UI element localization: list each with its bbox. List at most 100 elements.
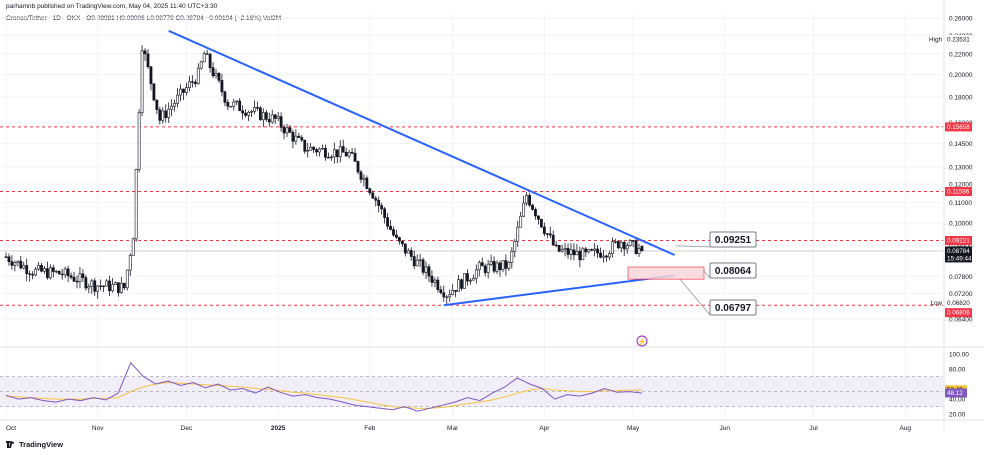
- candle-down: [344, 151, 348, 157]
- candle-down: [534, 209, 537, 217]
- price-axis[interactable]: 0.260000.240000.220000.200000.180000.160…: [929, 0, 973, 430]
- candle-up: [563, 248, 567, 251]
- candle-up: [22, 265, 26, 269]
- candle-up: [196, 67, 200, 85]
- candle-up: [362, 177, 366, 180]
- candle-down: [631, 240, 635, 242]
- annotations[interactable]: 0.09251 0.08064 0.06797 ⚡: [627, 231, 757, 347]
- candle-up: [318, 148, 321, 153]
- candle-down: [108, 280, 111, 292]
- candle-up: [261, 112, 265, 121]
- candle-down: [241, 110, 245, 114]
- time-tick: May: [627, 425, 640, 432]
- candle-up: [575, 251, 579, 256]
- candle-up: [415, 259, 419, 267]
- candle-up: [285, 127, 289, 134]
- time-axis[interactable]: Oct Nov Dec 2025 Feb Mar Apr May Jun Jul Aug: [0, 419, 984, 432]
- candle-down: [155, 99, 159, 110]
- candle-down: [640, 245, 644, 252]
- candle-down: [590, 249, 594, 251]
- price-tag-value: 0.06806: [947, 310, 970, 317]
- candle-up: [469, 279, 472, 282]
- candle-down: [442, 292, 446, 298]
- price-tick: 0.07800: [949, 274, 973, 281]
- candle-down: [282, 127, 286, 134]
- candle-down: [409, 250, 413, 257]
- candle-up: [176, 94, 179, 104]
- trendline[interactable]: [168, 29, 675, 256]
- candle-up: [486, 263, 490, 273]
- rsi-tick: 40.00: [949, 397, 966, 404]
- candle-down: [542, 226, 546, 234]
- candle-up: [276, 116, 280, 119]
- candle-down: [528, 195, 531, 206]
- time-tick: Dec: [181, 425, 193, 432]
- candle-down: [335, 149, 339, 157]
- candle-down: [374, 197, 378, 201]
- candle-down: [19, 260, 23, 269]
- price-tag-value: 0.09221: [947, 238, 970, 245]
- price-tag-value: 0.08784: [947, 248, 970, 255]
- candle-up: [247, 111, 250, 116]
- candle-down: [84, 277, 88, 289]
- candle-up: [125, 269, 129, 289]
- candle-up: [202, 53, 206, 63]
- candle-down: [256, 107, 259, 109]
- time-tick: Aug: [899, 425, 911, 432]
- candle-up: [433, 279, 437, 283]
- candle-down: [596, 248, 600, 254]
- candle-up: [608, 253, 611, 258]
- rsi-ma-line: [5, 381, 642, 409]
- candle-down: [143, 50, 147, 55]
- candle-down: [483, 265, 487, 273]
- candle-down: [350, 152, 354, 154]
- trendline[interactable]: [443, 274, 675, 307]
- candle-down: [578, 251, 582, 261]
- candle-up: [610, 241, 614, 254]
- candle-up: [602, 255, 605, 258]
- rsi-tick: 20.00: [949, 412, 966, 419]
- candle-down: [7, 256, 11, 262]
- annotation-box[interactable]: [709, 262, 757, 279]
- candle-down: [386, 217, 389, 227]
- price-tick: 0.10000: [949, 221, 973, 228]
- candle-down: [244, 112, 247, 116]
- candle-down: [545, 233, 549, 235]
- candle-up: [507, 262, 511, 269]
- candle-down: [605, 255, 608, 258]
- candle-down: [616, 241, 620, 249]
- candle-up: [560, 249, 564, 252]
- price-tag: [945, 298, 972, 308]
- candle-up: [199, 61, 203, 69]
- candle-down: [634, 240, 638, 255]
- candle-up: [501, 260, 505, 271]
- candle-up: [309, 146, 313, 151]
- candle-up: [519, 215, 523, 228]
- candle-down: [430, 275, 434, 283]
- candle-up: [306, 149, 310, 152]
- candle-down: [548, 233, 552, 236]
- tradingview-logo[interactable]: TradingView: [6, 440, 63, 449]
- candle-down: [40, 265, 43, 272]
- annotation-box[interactable]: [709, 231, 757, 248]
- candle-down: [498, 262, 502, 271]
- candle-up: [43, 268, 46, 272]
- candle-down: [258, 107, 262, 121]
- candle-up: [338, 146, 342, 157]
- candle-down: [368, 188, 372, 194]
- candle-down: [264, 112, 268, 120]
- tradingview-logo-icon: [6, 441, 15, 448]
- candle-up: [406, 250, 410, 254]
- price-tag-caption: High: [929, 36, 942, 43]
- candle-up: [114, 282, 117, 285]
- candle-up: [477, 262, 481, 271]
- candle-down: [25, 265, 29, 274]
- candle-down: [46, 268, 49, 279]
- candle-down: [72, 277, 76, 282]
- annotation-box[interactable]: [709, 299, 757, 316]
- candle-down: [193, 81, 197, 85]
- candle-up: [16, 260, 20, 263]
- annotation-leader: [675, 245, 711, 248]
- trendlines[interactable]: [168, 29, 675, 307]
